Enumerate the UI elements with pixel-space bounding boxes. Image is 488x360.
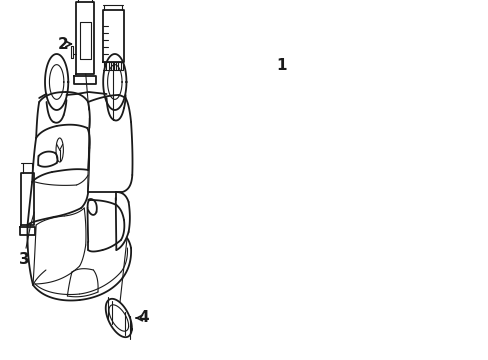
Text: 1: 1	[276, 58, 286, 72]
Text: 4: 4	[138, 310, 148, 325]
Text: 2: 2	[57, 36, 68, 51]
Text: 3: 3	[19, 252, 30, 267]
